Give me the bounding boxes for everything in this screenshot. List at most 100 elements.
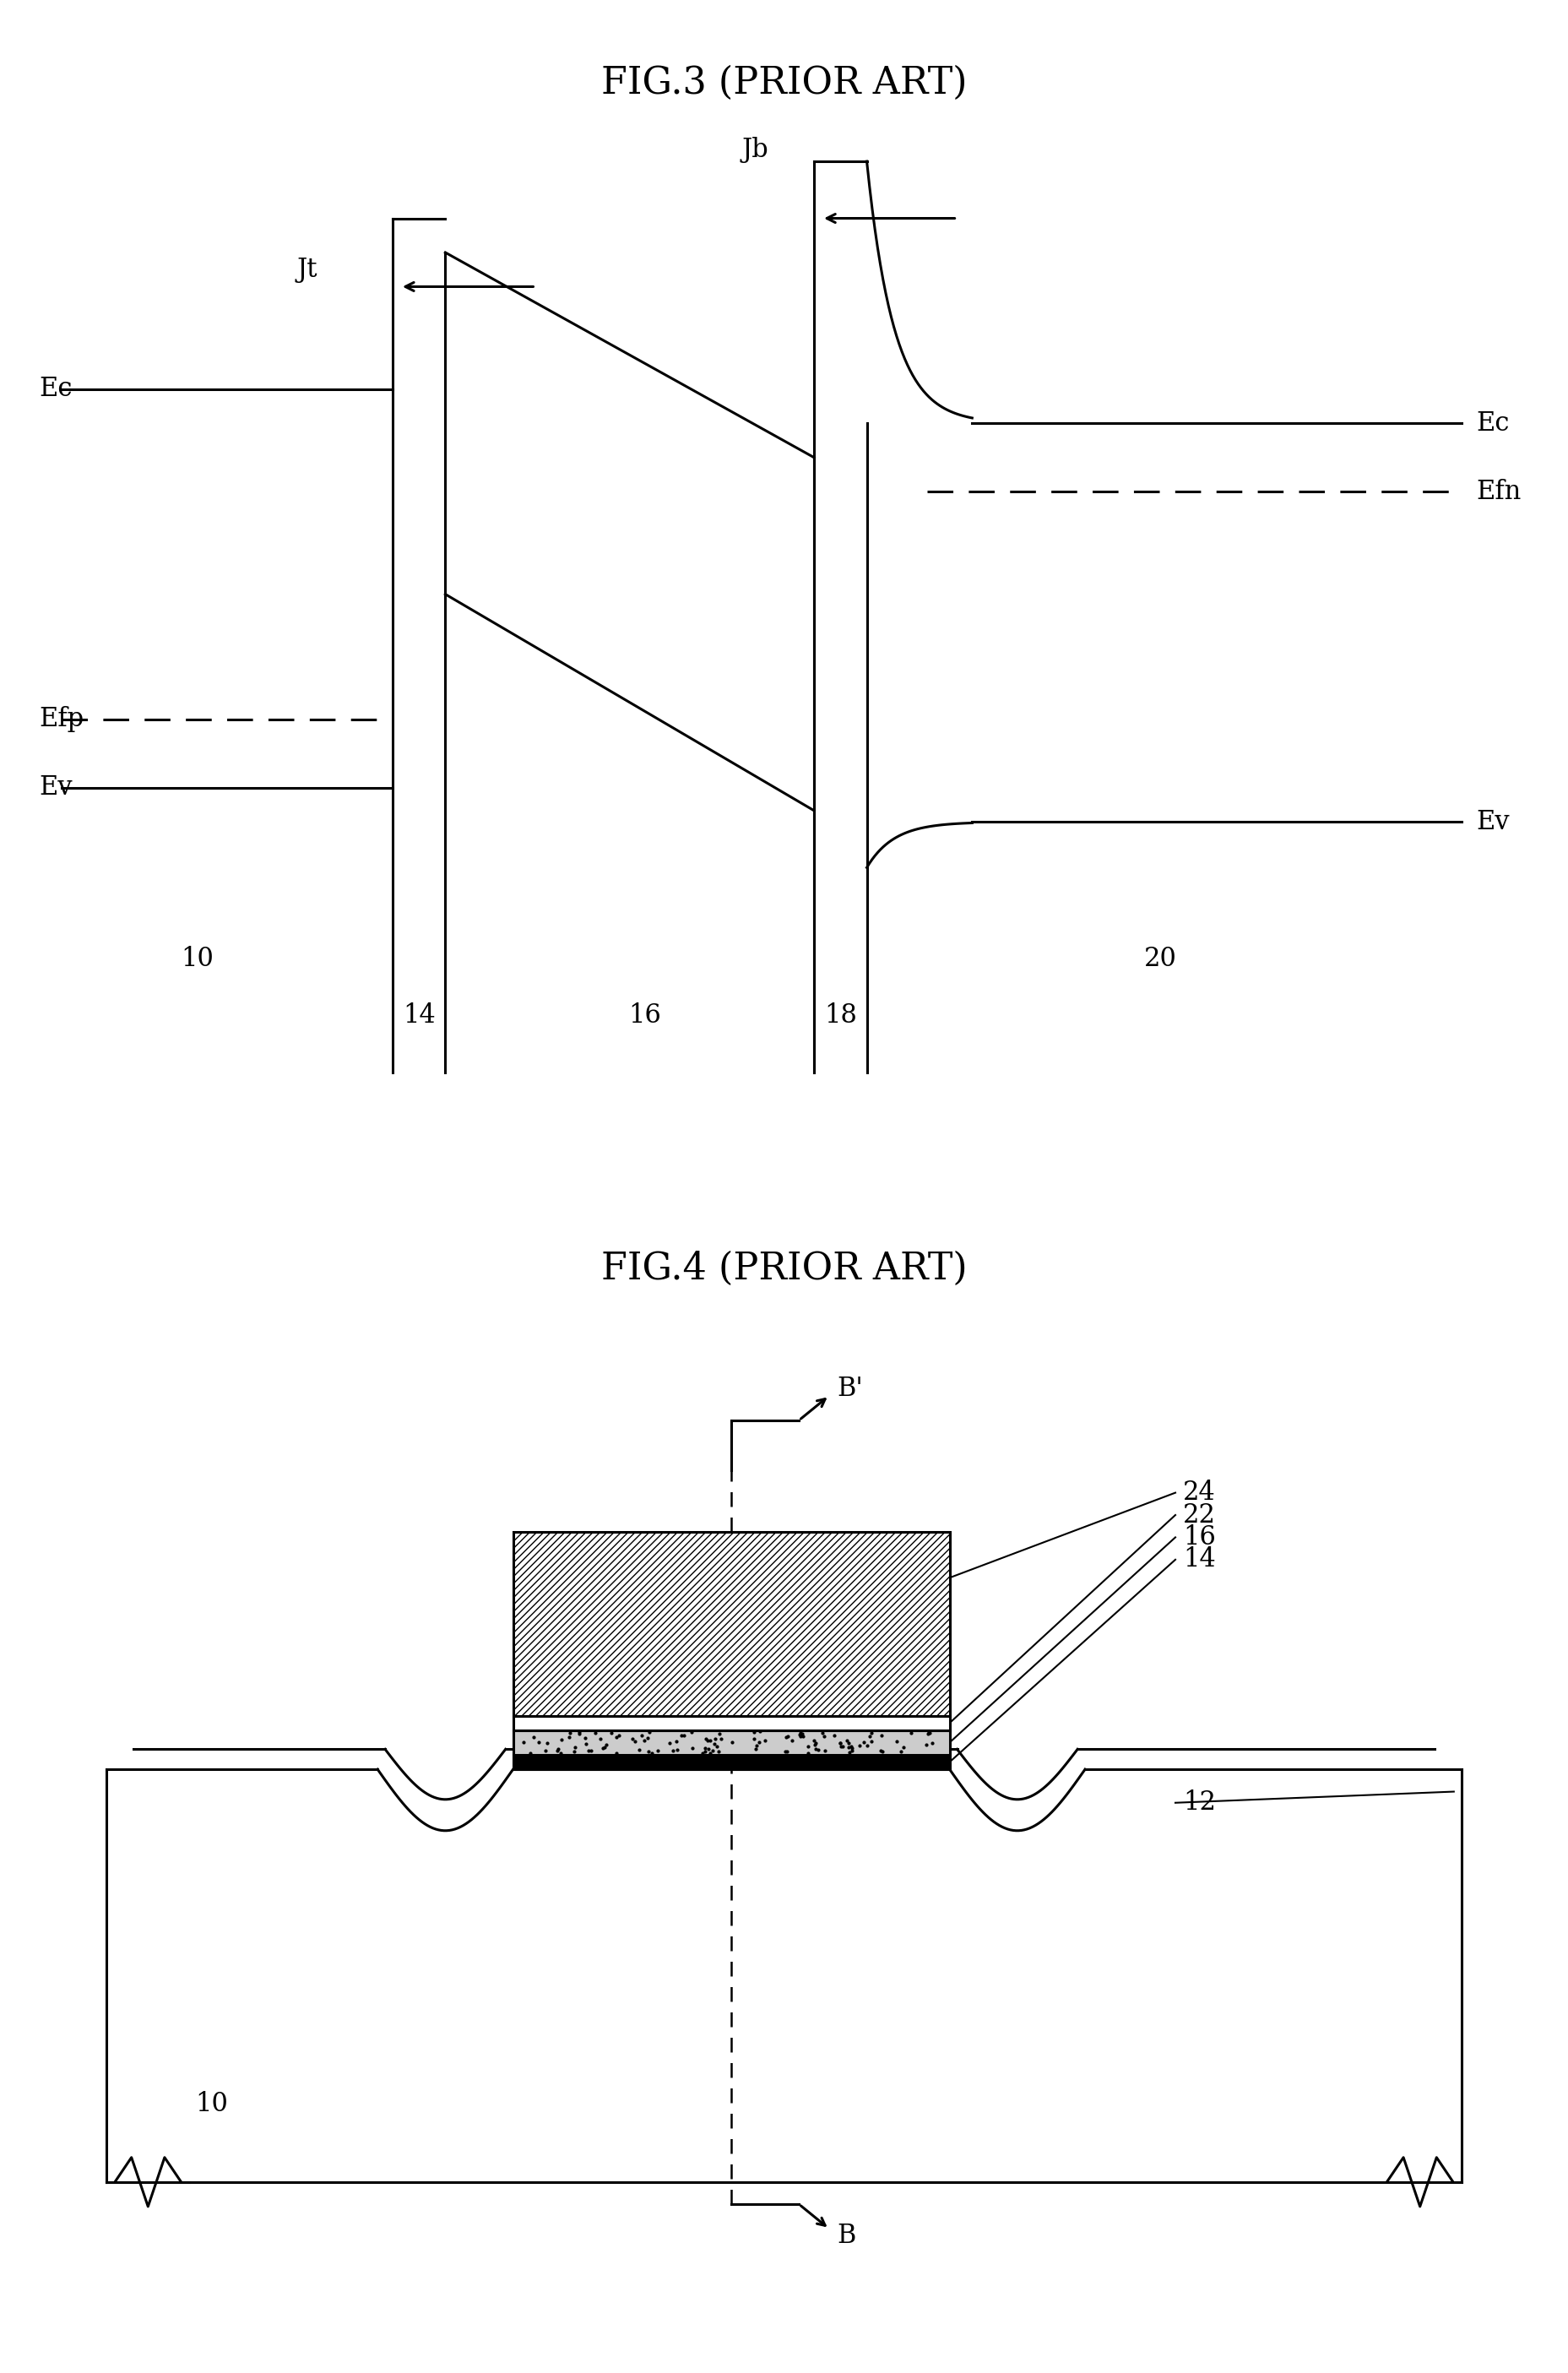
Point xyxy=(706,1732,731,1770)
Point xyxy=(546,1732,571,1770)
Text: B': B' xyxy=(837,1376,862,1402)
Point xyxy=(789,1718,814,1756)
Point xyxy=(743,1728,768,1766)
Point xyxy=(572,1718,597,1756)
Text: 22: 22 xyxy=(1182,1502,1215,1528)
Bar xyxy=(513,1531,950,1716)
Point xyxy=(557,1718,582,1756)
Text: Ev: Ev xyxy=(39,774,72,802)
Point xyxy=(834,1723,859,1761)
Point xyxy=(665,1730,690,1768)
Point xyxy=(914,1725,939,1763)
Text: Ev: Ev xyxy=(1477,809,1510,835)
Point xyxy=(856,1718,881,1756)
Point xyxy=(867,1732,892,1770)
Point xyxy=(563,1728,588,1766)
Text: FIG.4 (PRIOR ART): FIG.4 (PRIOR ART) xyxy=(601,1251,967,1286)
Point xyxy=(657,1723,682,1761)
Point xyxy=(803,1723,828,1761)
Text: 18: 18 xyxy=(825,1001,856,1030)
Point xyxy=(748,1713,773,1751)
Point xyxy=(679,1713,704,1751)
Text: 24: 24 xyxy=(1182,1481,1215,1507)
Text: B: B xyxy=(837,2224,856,2250)
Point xyxy=(790,1716,815,1754)
Point xyxy=(773,1732,798,1770)
Point xyxy=(579,1732,604,1770)
Bar xyxy=(513,1754,950,1770)
Point xyxy=(704,1728,729,1766)
Point xyxy=(836,1728,861,1766)
Point xyxy=(701,1725,726,1763)
Point xyxy=(919,1723,944,1761)
Point xyxy=(604,1718,629,1756)
Point xyxy=(742,1713,767,1751)
Point xyxy=(828,1723,853,1761)
Point xyxy=(593,1725,618,1763)
Point xyxy=(619,1720,644,1758)
Point xyxy=(511,1723,536,1761)
Point xyxy=(549,1720,574,1758)
Point xyxy=(568,1713,593,1751)
Point xyxy=(859,1723,884,1761)
Point xyxy=(775,1732,800,1770)
Point xyxy=(889,1732,914,1770)
Point xyxy=(720,1723,745,1761)
Point xyxy=(693,1720,718,1758)
Point xyxy=(517,1735,543,1773)
Point xyxy=(583,1713,608,1751)
Text: 20: 20 xyxy=(1145,944,1176,973)
Point xyxy=(746,1723,771,1761)
Point xyxy=(753,1720,778,1758)
Point xyxy=(829,1728,855,1766)
Point xyxy=(558,1713,583,1751)
Point xyxy=(607,1716,632,1754)
Point xyxy=(870,1732,895,1770)
Point xyxy=(547,1735,572,1773)
Point xyxy=(698,1735,723,1773)
Point xyxy=(851,1723,877,1761)
Point xyxy=(604,1735,629,1773)
Point xyxy=(671,1716,696,1754)
Point xyxy=(630,1716,655,1754)
Text: 14: 14 xyxy=(403,1001,436,1030)
Point xyxy=(812,1732,837,1770)
Point xyxy=(707,1716,732,1754)
Point xyxy=(884,1723,909,1761)
Point xyxy=(898,1713,924,1751)
Point xyxy=(696,1730,721,1768)
Point xyxy=(869,1716,894,1754)
Point xyxy=(691,1730,717,1768)
Point xyxy=(855,1728,880,1766)
Point xyxy=(668,1716,693,1754)
Point xyxy=(702,1720,728,1758)
Point xyxy=(806,1730,831,1768)
Point xyxy=(743,1730,768,1768)
Point xyxy=(801,1725,826,1763)
Point xyxy=(828,1725,853,1763)
Bar xyxy=(513,1531,950,1716)
Point xyxy=(640,1735,665,1773)
Bar xyxy=(513,1716,950,1730)
Point xyxy=(665,1723,690,1761)
Point xyxy=(690,1735,715,1773)
Point xyxy=(831,1728,856,1766)
Point xyxy=(521,1718,546,1756)
Point xyxy=(681,1730,706,1768)
Text: Jb: Jb xyxy=(742,138,768,164)
Point xyxy=(840,1730,866,1768)
Text: 16: 16 xyxy=(629,1001,662,1030)
Point xyxy=(790,1718,815,1756)
Bar xyxy=(513,1730,950,1754)
Point xyxy=(847,1728,872,1766)
Point xyxy=(709,1720,734,1758)
Point xyxy=(527,1723,552,1761)
Text: Efn: Efn xyxy=(1477,479,1521,505)
Point xyxy=(546,1730,571,1768)
Point xyxy=(839,1728,864,1766)
Point xyxy=(789,1713,814,1751)
Text: 12: 12 xyxy=(1182,1789,1215,1815)
Point xyxy=(646,1732,671,1770)
Point xyxy=(695,1720,720,1758)
Point xyxy=(622,1723,648,1761)
